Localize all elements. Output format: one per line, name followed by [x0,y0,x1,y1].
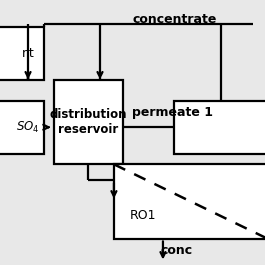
Text: permeate 1: permeate 1 [132,106,214,119]
Bar [54,80,123,164]
Bar [0,26,44,80]
Text: $SO_4$: $SO_4$ [16,120,40,135]
Bar [174,101,265,154]
Text: RO1: RO1 [130,209,157,223]
Text: nt: nt [22,46,34,60]
Bar [114,164,265,238]
Text: distribution
reservoir: distribution reservoir [50,108,127,136]
Text: concentrate: concentrate [132,13,217,26]
Text: conc: conc [160,244,192,257]
Bar [0,101,44,154]
